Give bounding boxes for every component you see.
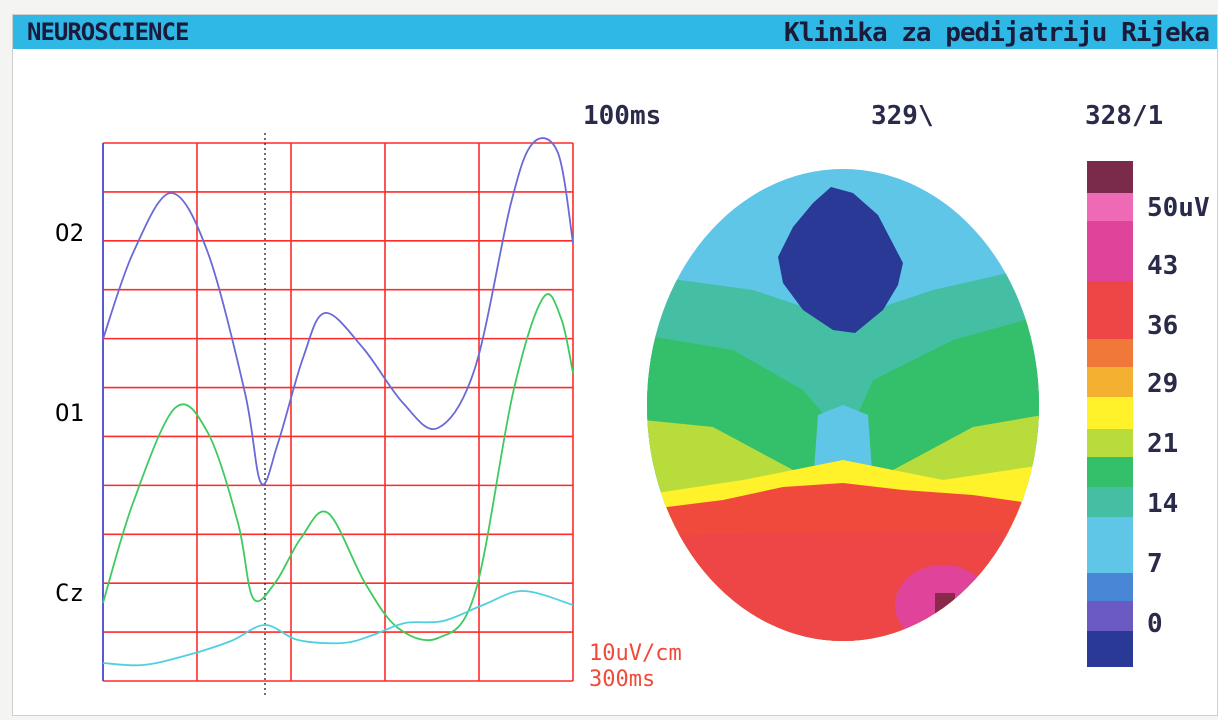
colorbar-label-50uv: 50uV xyxy=(1147,193,1210,223)
channel-label-o1: O1 xyxy=(55,399,84,427)
colorbar-label-36: 36 xyxy=(1147,311,1179,341)
trace-cz xyxy=(102,590,574,667)
clinic-title: Klinika za pedijatriju Rijeka xyxy=(784,18,1210,48)
colorbar-label-7: 7 xyxy=(1147,549,1163,579)
trace-grid xyxy=(102,142,574,682)
channel-label-o2: O2 xyxy=(55,219,84,247)
trace-o1 xyxy=(102,293,574,642)
title-bar: NEUROSCIENCE Klinika za pedijatriju Rije… xyxy=(13,15,1217,49)
topographic-head-map xyxy=(647,169,1039,641)
colorbar-label-21: 21 xyxy=(1147,429,1179,459)
colorbar-label-43: 43 xyxy=(1147,251,1179,281)
colorbar-label-0: 0 xyxy=(1147,609,1163,639)
app-title: NEUROSCIENCE xyxy=(27,18,189,46)
eeg-trace-panel xyxy=(102,133,574,695)
eeg-map-screen: NEUROSCIENCE Klinika za pedijatriju Rije… xyxy=(12,14,1218,716)
color-scale-bar xyxy=(1087,161,1133,667)
channel-label-cz: Cz xyxy=(55,579,84,607)
time-readout: 100ms xyxy=(583,101,662,131)
colorbar-label-14: 14 xyxy=(1147,489,1179,519)
trace-o2 xyxy=(102,137,574,486)
value-b-readout: 328/1 xyxy=(1085,101,1164,131)
time-scale-label: 300ms xyxy=(589,667,656,692)
amplitude-scale-label: 10uV/cm xyxy=(589,641,682,666)
value-a-readout: 329\ xyxy=(871,101,934,131)
colorbar-label-29: 29 xyxy=(1147,369,1179,399)
